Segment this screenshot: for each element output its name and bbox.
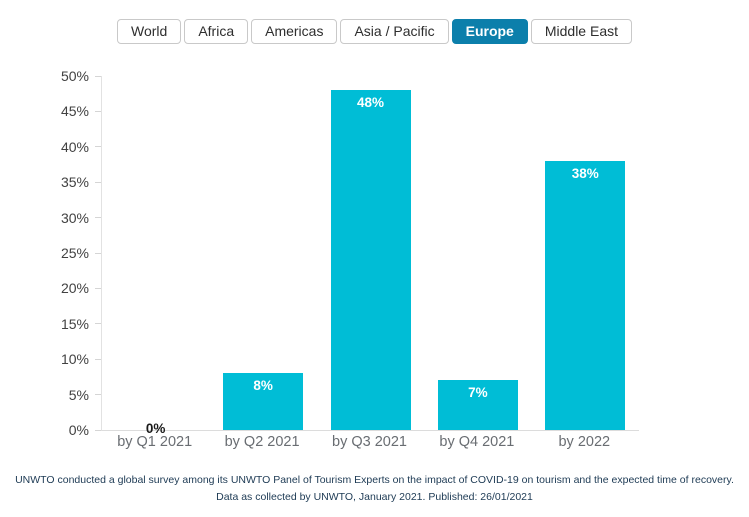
footer-note: UNWTO conducted a global survey among it…: [0, 472, 749, 506]
bar-by-q4-2021[interactable]: 7%: [437, 380, 518, 430]
y-tick-label: 35%: [60, 174, 89, 191]
y-tick-mark: [95, 110, 101, 112]
tab-africa[interactable]: Africa: [184, 19, 249, 44]
bar-value-label: 7%: [468, 385, 488, 401]
y-tick-mark: [95, 75, 101, 77]
tab-world[interactable]: World: [117, 19, 182, 44]
y-tick-mark: [95, 394, 101, 396]
y-tick-mark: [95, 217, 101, 219]
tab-asia-pacific[interactable]: Asia / Pacific: [340, 19, 449, 44]
bar-by-q2-2021[interactable]: 8%: [223, 373, 304, 430]
y-tick-mark: [95, 358, 101, 360]
y-tick-mark: [95, 146, 101, 148]
y-tick-label: 40%: [60, 138, 89, 155]
footer-line-2: Data as collected by UNWTO, January 2021…: [216, 490, 533, 503]
y-tick-label: 15%: [60, 315, 89, 332]
y-tick-mark: [95, 323, 101, 325]
y-tick-label: 20%: [60, 280, 89, 297]
bar-value-label: 48%: [356, 95, 385, 111]
bar-by-q3-2021[interactable]: 48%: [330, 90, 411, 430]
y-tick-label: 0%: [68, 422, 89, 438]
y-tick-label: 30%: [60, 209, 89, 226]
tab-middle-east[interactable]: Middle East: [530, 19, 632, 44]
bar-value-label: 8%: [253, 378, 273, 394]
x-tick-label: by Q2 2021: [224, 434, 300, 450]
tab-americas[interactable]: Americas: [251, 19, 338, 44]
tab-europe[interactable]: Europe: [451, 19, 528, 44]
y-tick-mark: [95, 429, 101, 431]
y-tick-mark: [95, 252, 101, 254]
bar-value-label: 38%: [571, 165, 599, 181]
y-tick-label: 50%: [60, 68, 89, 84]
plot-area: 0% 8% 48% 7% 38%: [95, 75, 639, 436]
footer-line-1: UNWTO conducted a global survey among it…: [15, 474, 734, 486]
y-tick-mark: [95, 287, 101, 289]
y-tick-label: 10%: [60, 351, 89, 368]
x-tick-label: by Q4 2021: [439, 434, 515, 450]
bar-value-label-zero: 0%: [145, 421, 166, 436]
y-tick-label: 45%: [60, 103, 89, 120]
bar-by-2022[interactable]: 38%: [545, 160, 626, 430]
x-tick-label: by Q3 2021: [332, 434, 407, 450]
y-tick-label: 25%: [60, 245, 89, 261]
x-tick-label: by 2022: [558, 434, 611, 450]
x-tick-label: by Q1 2021: [117, 434, 193, 450]
region-tabs: World Africa Americas Asia / Pacific Europe M…: [0, 19, 749, 44]
y-tick-mark: [95, 181, 101, 183]
y-tick-label: 5%: [68, 386, 89, 403]
